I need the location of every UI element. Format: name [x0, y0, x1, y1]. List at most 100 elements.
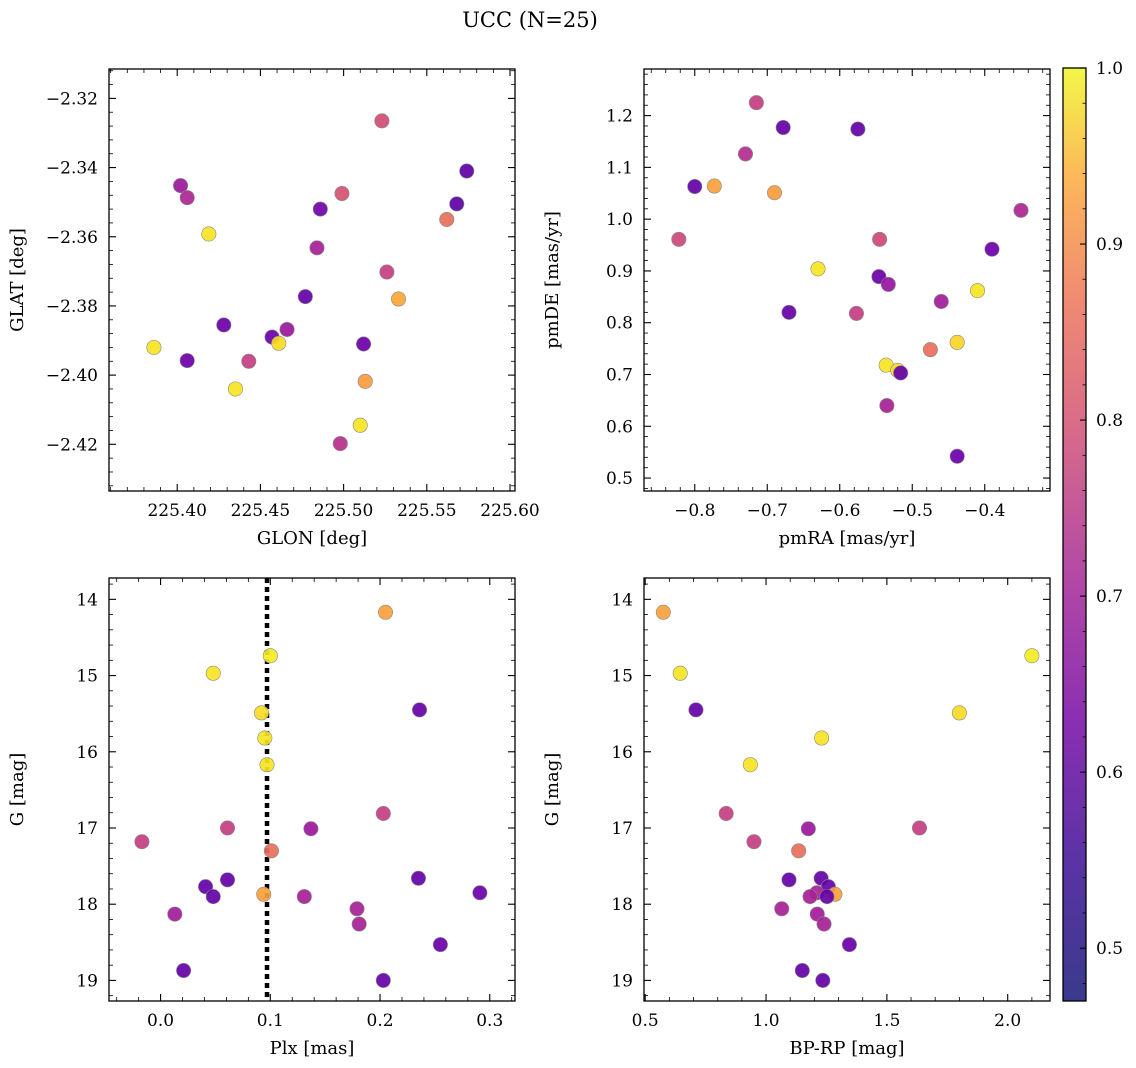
scatter-point: [146, 339, 162, 355]
scatter-point: [802, 889, 818, 905]
scatter-point: [472, 885, 488, 901]
panel-glon-glat: 225.40 225.45 225.50 225.55 225.60 −2.42 −2.40…: [7, 68, 540, 549]
scatter-point: [432, 937, 448, 953]
colorbar-tick-label: 1.0: [1096, 59, 1123, 79]
scatter-point: [841, 937, 857, 953]
scatter-point: [356, 336, 372, 352]
scatter-point: [254, 705, 270, 721]
y-tick-label: 17: [76, 819, 98, 839]
scatter-point: [312, 201, 328, 217]
scatter-point: [687, 179, 703, 195]
scatter-point: [911, 820, 927, 836]
scatter-point: [766, 185, 782, 201]
y-tick-label: −2.34: [46, 159, 98, 179]
colorbar-tick-label: 0.5: [1096, 939, 1123, 959]
x-tick-label: 225.40: [147, 501, 206, 521]
scatter-point: [949, 334, 965, 350]
scatter-point: [781, 872, 797, 888]
y-tick-label: 19: [611, 971, 633, 991]
scatter-point: [303, 821, 319, 837]
scatter-point: [378, 604, 394, 620]
panel-bprp-g: 0.5 1.0 1.5 2.0 14 15 16 17 18 19 BP-RP [mag] G [ma…: [542, 577, 1051, 1059]
colorbar: 0.5 0.6 0.7 0.8 0.9 1.0: [1062, 59, 1123, 1002]
y-tick-label: −2.40: [46, 366, 98, 386]
scatter-point: [810, 261, 826, 277]
scatter-point: [241, 353, 257, 369]
y-axis-label: G [mag]: [7, 753, 28, 826]
scatter-point: [374, 113, 390, 129]
colorbar-tick-label: 0.7: [1096, 587, 1123, 607]
y-tick-label: −2.36: [46, 228, 98, 248]
x-tick-label: −0.7: [747, 501, 788, 521]
scatter-point: [391, 291, 407, 307]
scatter-point: [737, 146, 753, 162]
panels: 225.40 225.45 225.50 225.55 225.60 −2.42 −2.40…: [7, 68, 1051, 1059]
scatter-point: [819, 889, 835, 905]
scatter-point: [850, 121, 866, 137]
scatter-point: [922, 342, 938, 358]
scatter-point: [216, 317, 232, 333]
scatter-point: [375, 806, 391, 822]
scatter-point: [257, 730, 273, 746]
scatter-point: [173, 178, 189, 194]
scatter-point: [814, 730, 830, 746]
scatter-point: [951, 705, 967, 721]
y-tick-label: 16: [611, 743, 633, 763]
scatter-point: [816, 916, 832, 932]
y-tick-label: 0.6: [606, 417, 633, 437]
scatter-point: [672, 665, 688, 681]
scatter-point: [459, 163, 475, 179]
scatter-point: [1024, 648, 1040, 664]
scatter-point: [742, 757, 758, 773]
scatter-point: [671, 231, 687, 247]
colorbar-frame: [1062, 67, 1087, 1002]
scatter-point: [746, 834, 762, 850]
scatter-point: [262, 648, 278, 664]
x-tick-label: 0.2: [367, 1011, 394, 1031]
scatter-point: [775, 120, 791, 136]
scatter-point: [220, 872, 236, 888]
scatter-point: [279, 321, 295, 337]
x-tick-label: −0.4: [964, 501, 1005, 521]
scatter-point: [655, 604, 671, 620]
y-tick-label: 0.9: [606, 262, 633, 282]
x-axis-label: BP-RP [mag]: [789, 1038, 904, 1059]
x-tick-label: 225.50: [314, 501, 373, 521]
colorbar-gradient: [1063, 68, 1086, 1001]
figure-title: UCC (N=25): [462, 8, 598, 32]
scatter-point: [296, 889, 312, 905]
scatter-point: [815, 972, 831, 988]
scatter-point: [412, 702, 428, 718]
scatter-point: [449, 196, 465, 212]
scatter-point: [309, 240, 325, 256]
scatter-point: [357, 373, 373, 389]
y-tick-label: −2.32: [46, 89, 98, 109]
y-tick-label: 15: [76, 667, 98, 687]
x-tick-label: 225.60: [480, 501, 539, 521]
scatter-point: [781, 304, 797, 320]
x-axis-label: pmRA [mas/yr]: [779, 528, 916, 549]
colorbar-tick-label: 0.6: [1096, 763, 1123, 783]
scatter-point: [220, 820, 236, 836]
y-tick-label: 16: [76, 743, 98, 763]
scatter-point: [176, 963, 192, 979]
x-tick-label: −0.6: [819, 501, 860, 521]
y-tick-label: 0.5: [606, 469, 633, 489]
scatter-point: [201, 226, 217, 242]
y-tick-label: −2.42: [46, 435, 98, 455]
scatter-point: [167, 906, 183, 922]
scatter-point: [439, 211, 455, 227]
scatter-point: [379, 264, 395, 280]
colorbar-tick-label: 0.9: [1096, 235, 1123, 255]
x-axis-label: Plx [mas]: [270, 1038, 355, 1059]
scatter-point: [933, 293, 949, 309]
scatter-point: [800, 821, 816, 837]
scatter-point: [949, 448, 965, 464]
axes-frame: [108, 577, 516, 1002]
y-tick-label: 0.7: [606, 365, 633, 385]
colorbar-tick-label: 0.8: [1096, 411, 1123, 431]
panel-pmra-pmde: −0.8 −0.7 −0.6 −0.5 −0.4 0.5 0.6 0.7 0.8 0.9 1.0 1.…: [542, 68, 1051, 549]
x-tick-label: 0.3: [476, 1011, 503, 1031]
axes-frame: [108, 68, 516, 492]
